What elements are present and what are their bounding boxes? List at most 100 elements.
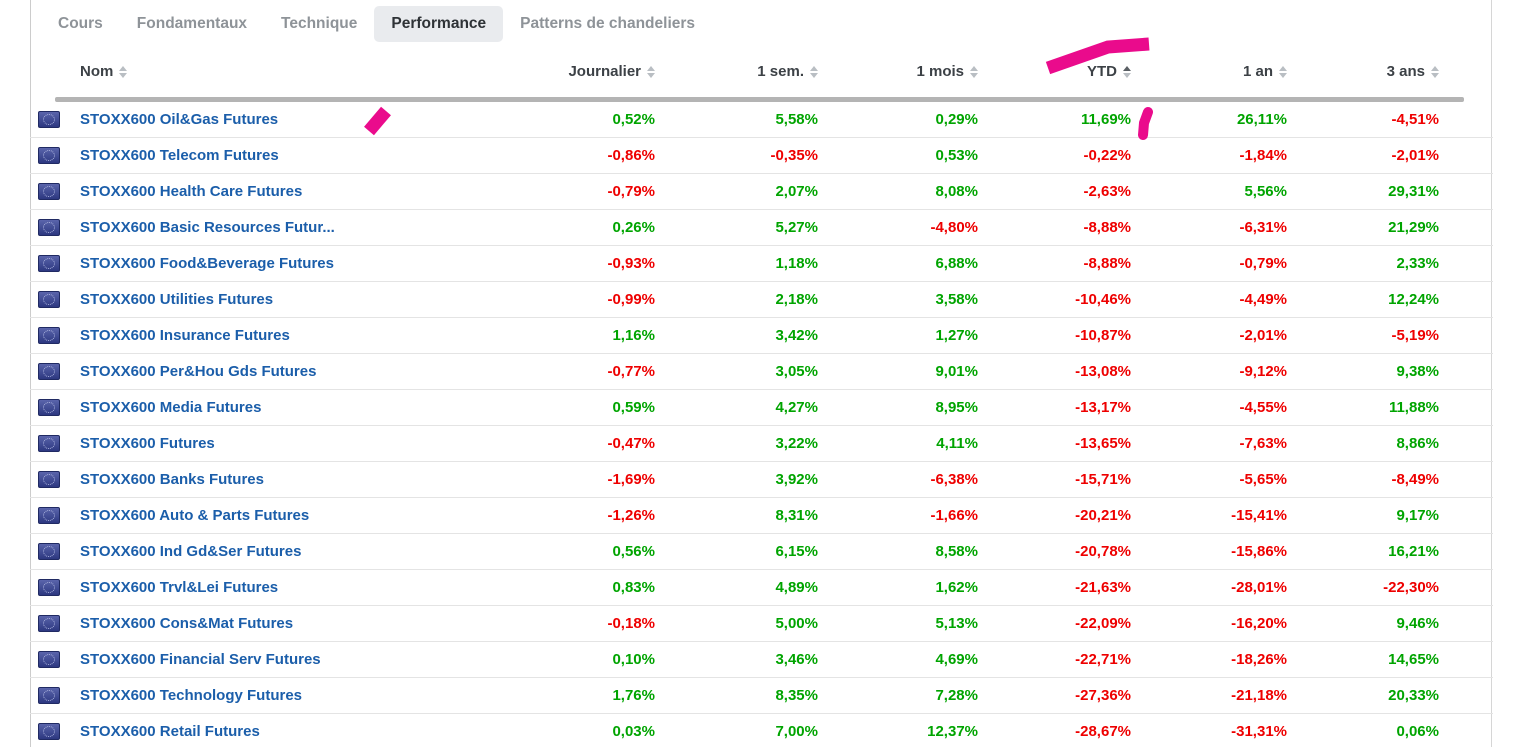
column-header-1-sem[interactable]: 1 sem.: [655, 63, 818, 80]
value-1-mois: 8,58%: [935, 543, 978, 560]
value-1-mois: 0,29%: [935, 111, 978, 128]
instrument-link[interactable]: STOXX600 Utilities Futures: [80, 291, 274, 308]
value-1-sem: 5,27%: [775, 219, 818, 236]
instrument-name-cell: STOXX600 Auto & Parts Futures: [30, 507, 495, 524]
value-1-an: -1,84%: [1239, 147, 1287, 164]
instrument-link[interactable]: STOXX600 Food&Beverage Futures: [80, 255, 334, 272]
value-1-sem: 2,07%: [775, 183, 818, 200]
eu-flag-icon: [38, 183, 60, 200]
value-3-ans: -22,30%: [1383, 579, 1439, 596]
instrument-link[interactable]: STOXX600 Ind Gd&Ser Futures: [80, 543, 302, 560]
eu-flag-icon: [38, 615, 60, 632]
value-1-an: -4,55%: [1239, 399, 1287, 416]
value-1-an: -15,86%: [1231, 543, 1287, 560]
value-1-an: -2,01%: [1239, 327, 1287, 344]
eu-flag-icon: [38, 507, 60, 524]
sort-arrows-icon: [119, 65, 128, 78]
value-3-ans: -4,51%: [1391, 111, 1439, 128]
value-3-ans: 14,65%: [1388, 651, 1439, 668]
value-1-sem: 4,27%: [775, 399, 818, 416]
value-1-sem: 4,89%: [775, 579, 818, 596]
value-1-mois: 8,08%: [935, 183, 978, 200]
tab-performance[interactable]: Performance: [374, 6, 504, 42]
table-row: STOXX600 Banks Futures -1,69% 3,92% -6,38% -…: [30, 462, 1493, 498]
instrument-link[interactable]: STOXX600 Trvl&Lei Futures: [80, 579, 279, 596]
value-1-an: -4,49%: [1239, 291, 1287, 308]
value-1-an: -18,26%: [1231, 651, 1287, 668]
eu-flag-icon: [38, 687, 60, 704]
value-journalier: 0,56%: [612, 543, 655, 560]
instrument-link[interactable]: STOXX600 Technology Futures: [80, 687, 302, 704]
instrument-link[interactable]: STOXX600 Futures: [80, 435, 215, 452]
instrument-link[interactable]: STOXX600 Banks Futures: [80, 471, 264, 488]
table-right-border: [1491, 0, 1492, 747]
value-ytd: -10,87%: [1075, 327, 1131, 344]
tab-fondamentaux[interactable]: Fondamentaux: [120, 6, 264, 42]
instrument-link[interactable]: STOXX600 Auto & Parts Futures: [80, 507, 310, 524]
instrument-link[interactable]: STOXX600 Health Care Futures: [80, 183, 303, 200]
instrument-name-cell: STOXX600 Per&Hou Gds Futures: [30, 363, 495, 380]
value-journalier: -1,26%: [607, 507, 655, 524]
instrument-link[interactable]: STOXX600 Basic Resources Futur...: [80, 219, 335, 236]
instrument-name-cell: STOXX600 Trvl&Lei Futures: [30, 579, 495, 596]
tab-technique[interactable]: Technique: [264, 6, 374, 42]
instrument-link[interactable]: STOXX600 Financial Serv Futures: [80, 651, 321, 668]
table-row: STOXX600 Financial Serv Futures 0,10% 3,46…: [30, 642, 1493, 678]
value-1-an: -28,01%: [1231, 579, 1287, 596]
value-ytd: -15,71%: [1075, 471, 1131, 488]
instrument-link[interactable]: STOXX600 Retail Futures: [80, 723, 260, 740]
column-header-ytd[interactable]: YTD: [978, 63, 1131, 80]
sort-arrows-icon: [810, 65, 818, 78]
value-3-ans: 2,33%: [1396, 255, 1439, 272]
sort-arrows-icon: [970, 65, 978, 78]
tab-cours[interactable]: Cours: [41, 6, 120, 42]
value-1-mois: 3,58%: [935, 291, 978, 308]
instrument-link[interactable]: STOXX600 Cons&Mat Futures: [80, 615, 294, 632]
column-header-1-an[interactable]: 1 an: [1131, 63, 1287, 80]
value-journalier: -0,93%: [607, 255, 655, 272]
value-1-an: -0,79%: [1239, 255, 1287, 272]
value-ytd: -13,08%: [1075, 363, 1131, 380]
value-3-ans: 16,21%: [1388, 543, 1439, 560]
value-ytd: -13,65%: [1075, 435, 1131, 452]
column-header-3-ans[interactable]: 3 ans: [1287, 63, 1439, 80]
value-1-sem: 7,00%: [775, 723, 818, 740]
value-journalier: -0,18%: [607, 615, 655, 632]
instrument-name-cell: STOXX600 Futures: [30, 435, 495, 452]
column-header-journalier[interactable]: Journalier: [495, 63, 655, 80]
column-header-label: Nom: [80, 63, 114, 80]
table-row: STOXX600 Oil&Gas Futures 0,52% 5,58% 0,29% 1…: [30, 102, 1493, 138]
instrument-link[interactable]: STOXX600 Per&Hou Gds Futures: [80, 363, 317, 380]
instrument-link[interactable]: STOXX600 Telecom Futures: [80, 147, 279, 164]
value-ytd: -2,63%: [1083, 183, 1131, 200]
column-header-label: 1 sem.: [757, 63, 804, 80]
value-1-an: -5,65%: [1239, 471, 1287, 488]
value-journalier: -0,86%: [607, 147, 655, 164]
instrument-link[interactable]: STOXX600 Media Futures: [80, 399, 262, 416]
eu-flag-icon: [38, 111, 60, 128]
value-3-ans: 9,38%: [1396, 363, 1439, 380]
eu-flag-icon: [38, 147, 60, 164]
tab-patterns-de-chandeliers[interactable]: Patterns de chandeliers: [503, 6, 712, 42]
value-ytd: -22,09%: [1075, 615, 1131, 632]
value-1-sem: -0,35%: [770, 147, 818, 164]
value-ytd: -10,46%: [1075, 291, 1131, 308]
column-header-1-mois[interactable]: 1 mois: [818, 63, 978, 80]
instrument-name-cell: STOXX600 Banks Futures: [30, 471, 495, 488]
value-1-sem: 8,31%: [775, 507, 818, 524]
sort-arrows-icon: [1279, 65, 1287, 78]
value-1-sem: 3,42%: [775, 327, 818, 344]
instrument-link[interactable]: STOXX600 Insurance Futures: [80, 327, 290, 344]
value-1-sem: 1,18%: [775, 255, 818, 272]
value-3-ans: -8,49%: [1391, 471, 1439, 488]
table-row: STOXX600 Cons&Mat Futures -0,18% 5,00% 5,13…: [30, 606, 1493, 642]
instrument-link[interactable]: STOXX600 Oil&Gas Futures: [80, 111, 279, 128]
value-journalier: 1,76%: [612, 687, 655, 704]
value-1-mois: -6,38%: [930, 471, 978, 488]
table-left-border: [30, 0, 31, 747]
value-1-mois: -1,66%: [930, 507, 978, 524]
value-1-mois: 12,37%: [927, 723, 978, 740]
eu-flag-icon: [38, 291, 60, 308]
column-header-nom[interactable]: Nom: [30, 63, 495, 80]
value-3-ans: 21,29%: [1388, 219, 1439, 236]
